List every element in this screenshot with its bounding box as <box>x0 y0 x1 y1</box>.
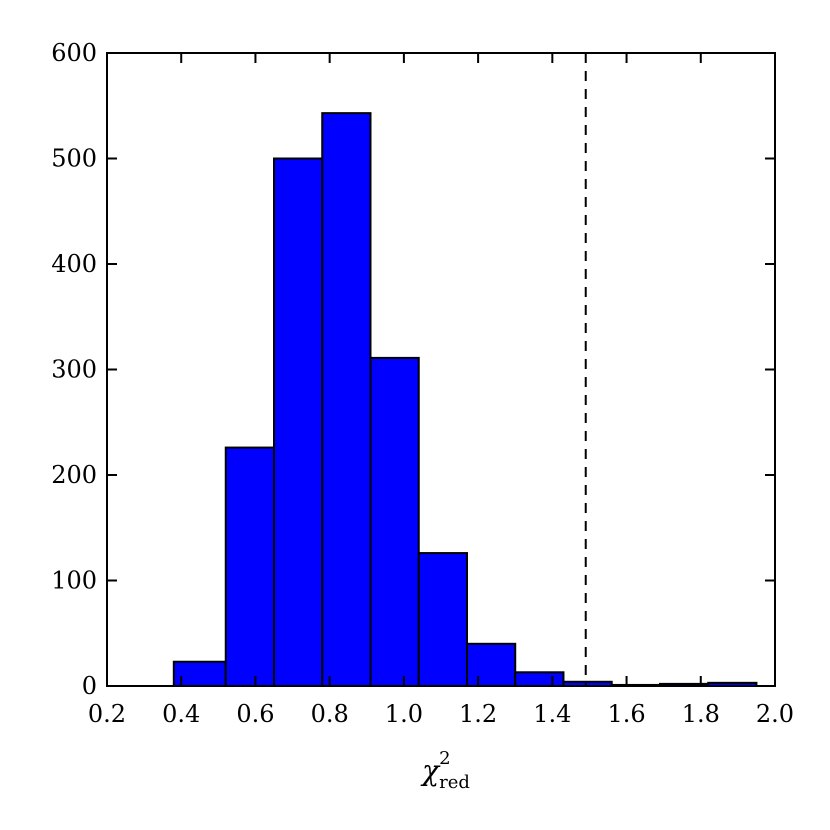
y-tick-labels: 0 100 200 300 400 500 600 <box>51 39 97 700</box>
y-tick-label-1: 100 <box>51 567 97 595</box>
histogram-bar-7 <box>514 671 565 687</box>
x-tick-label-3: 0.8 <box>311 700 349 728</box>
x-tick-label-1: 0.4 <box>162 700 200 728</box>
x-axis-label-subscript: red <box>439 772 470 793</box>
x-axis-label-symbol: χ <box>420 754 441 787</box>
histogram-bar-4 <box>369 356 420 687</box>
x-tick-label-7: 1.6 <box>607 700 645 728</box>
histogram-bar-2 <box>273 157 324 687</box>
y-tick-label-2: 200 <box>51 461 97 489</box>
x-tick-label-2: 0.6 <box>236 700 274 728</box>
y-tick-label-6: 600 <box>51 39 97 67</box>
x-tick-label-9: 2.0 <box>756 700 794 728</box>
y-tick-label-5: 500 <box>51 145 97 173</box>
plot-frame <box>106 52 776 687</box>
x-tick-label-5: 1.2 <box>459 700 497 728</box>
histogram-bars <box>172 112 758 688</box>
histogram-bar-1 <box>224 446 275 687</box>
x-axis-label-superscript: 2 <box>439 748 450 769</box>
y-tick-label-4: 400 <box>51 250 97 278</box>
x-axis-label: χred 2 <box>420 748 470 793</box>
x-tick-label-6: 1.4 <box>533 700 571 728</box>
x-tick-label-0: 0.2 <box>88 700 126 728</box>
y-tick-label-0: 0 <box>82 672 97 700</box>
histogram-bar-3 <box>321 112 372 687</box>
x-tick-labels: 0.2 0.4 0.6 0.8 1.0 1.2 1.4 1.6 1.8 2.0 <box>88 700 794 728</box>
histogram-bar-6 <box>465 642 517 687</box>
y-tick-label-3: 300 <box>51 356 97 384</box>
x-tick-label-8: 1.8 <box>682 700 720 728</box>
histogram-bar-5 <box>417 552 468 687</box>
x-tick-label-4: 1.0 <box>385 700 423 728</box>
